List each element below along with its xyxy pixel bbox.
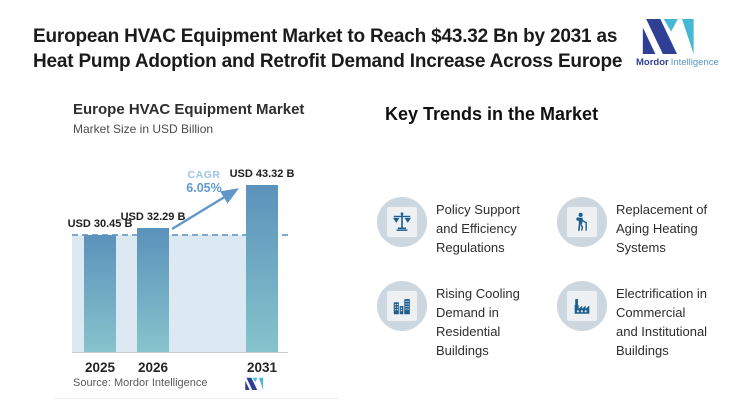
cagr-annotation: CAGR 6.05% — [173, 169, 235, 195]
card-divider — [55, 398, 338, 399]
trend-icon-circle — [557, 281, 607, 331]
trend-item-policy-support: Policy Support and Efficiency Regulation… — [377, 197, 520, 257]
mordor-intelligence-logo: Mordor Intelligence — [636, 14, 719, 68]
x-tick-label: 2026 — [137, 360, 169, 375]
bar-value-label: USD 43.32 B — [229, 168, 295, 180]
cagr-value: 6.05% — [186, 181, 222, 195]
chart-title: Europe HVAC Equipment Market — [73, 101, 305, 118]
x-tick-label: 2031 — [246, 360, 278, 375]
trend-icon-circle — [377, 197, 427, 247]
growth-arrow — [171, 188, 240, 231]
source-note: Source: Mordor Intelligence — [73, 377, 208, 389]
bar-value-label: USD 32.29 B — [120, 211, 186, 223]
trend-icon-circle — [557, 197, 607, 247]
page-title: European HVAC Equipment Market to Reach … — [33, 26, 623, 72]
trend-text: Policy Support and Efficiency Regulation… — [436, 202, 520, 255]
logo-wordmark: Mordor Intelligence — [636, 57, 719, 68]
bar-2025 — [84, 235, 116, 352]
bar-2031 — [246, 185, 278, 352]
x-axis-line — [72, 352, 288, 353]
bar-value-label: USD 30.45 B — [67, 218, 133, 230]
bar-plot: USD 30.45 B 2025 USD 32.29 B 2026 USD 43.32 … — [68, 168, 295, 375]
trend-item-electrification: Electrification in Commercial and Instit… — [557, 281, 707, 360]
elderly-person-icon — [576, 212, 587, 231]
trend-item-cooling-demand: Rising Cooling Demand in Residential Bui… — [377, 281, 520, 360]
chart-subtitle: Market Size in USD Billion — [73, 122, 214, 136]
buildings-icon — [393, 299, 410, 315]
logo-word-mordor: Mordor — [636, 57, 669, 68]
trends-heading: Key Trends in the Market — [385, 104, 599, 124]
mordor-mini-logo-icon — [245, 377, 264, 390]
reference-dashed-line — [72, 234, 288, 236]
trend-text: Replacement of Aging Heating Systems — [616, 202, 708, 255]
trend-icon-circle — [377, 281, 427, 331]
bar-2026 — [137, 228, 169, 352]
market-chart-card: Europe HVAC Equipment Market Market Size… — [55, 95, 340, 407]
trend-text: Rising Cooling Demand in Residential Bui… — [436, 286, 520, 358]
scales-icon — [393, 212, 411, 231]
cagr-label: CAGR — [187, 169, 221, 181]
trend-text: Electrification in Commercial and Instit… — [616, 286, 708, 358]
trend-item-replacement-heating: Replacement of Aging Heating Systems — [557, 197, 707, 257]
factory-icon — [574, 299, 590, 314]
mordor-logo-icon — [642, 19, 694, 54]
logo-word-intelligence: Intelligence — [670, 57, 719, 68]
x-tick-label: 2025 — [84, 360, 116, 375]
